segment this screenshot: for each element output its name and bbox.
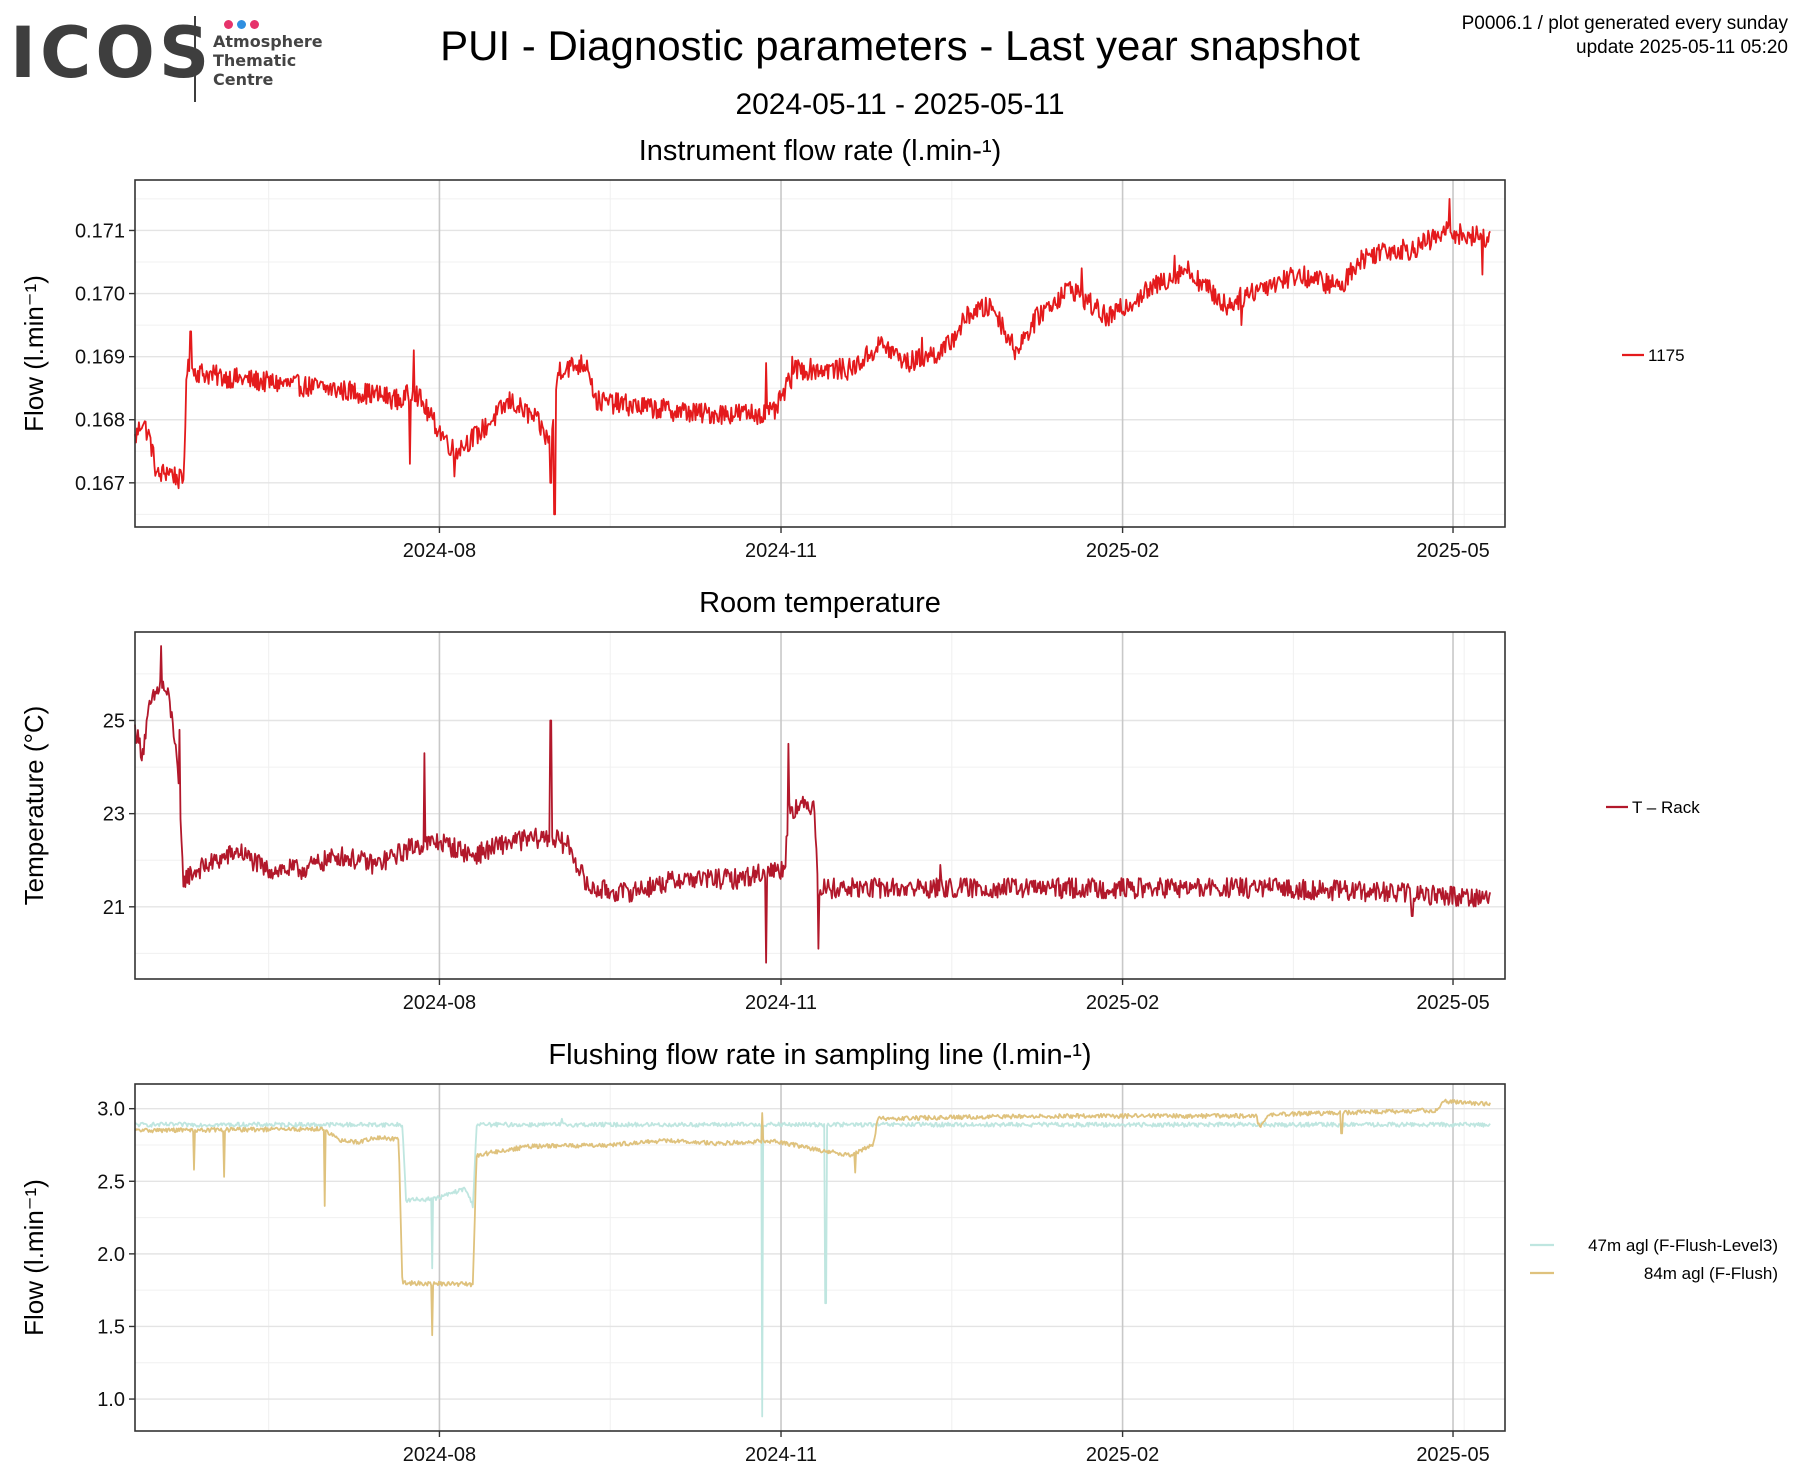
x-tick-label: 2025-02 xyxy=(1086,1444,1159,1466)
plot-info: P0006.1 / plot generated every sunday up… xyxy=(1462,12,1788,60)
logo-dot xyxy=(237,20,246,29)
y-tick-label: 2.5 xyxy=(97,1171,125,1193)
y-tick-label: 21 xyxy=(103,897,125,919)
chart-title: Flushing flow rate in sampling line (l.m… xyxy=(548,1039,1091,1071)
x-tick-label: 2025-02 xyxy=(1086,992,1159,1014)
y-tick-label: 0.170 xyxy=(75,284,125,306)
icos-logo: ICOS Atmosphere Thematic Centre xyxy=(10,14,330,104)
y-tick-label: 3.0 xyxy=(97,1099,125,1121)
date-range: 2024-05-11 - 2025-05-11 xyxy=(735,88,1065,121)
chart-panel-3: Flushing flow rate in sampling line (l.m… xyxy=(19,1039,1778,1466)
logo-wordmark: ICOS xyxy=(10,12,214,94)
series-line-1 xyxy=(134,198,1491,516)
plot-frame xyxy=(134,1083,1506,1432)
update-line: update 2025-05-11 05:20 xyxy=(1576,37,1788,58)
logo-line-2: Thematic xyxy=(213,51,297,70)
y-tick-label: 25 xyxy=(103,710,125,732)
y-tick-label: 0.168 xyxy=(75,410,125,432)
chart-title: Instrument flow rate (l.min-¹) xyxy=(639,135,1002,167)
x-tick-label: 2025-05 xyxy=(1416,540,1489,562)
series-line-1 xyxy=(134,1117,1491,1418)
product-line: P0006.1 / plot generated every sunday xyxy=(1461,13,1788,34)
plot-frame xyxy=(134,631,1506,980)
logo-line-3: Centre xyxy=(213,70,274,89)
x-tick-label: 2025-05 xyxy=(1416,992,1489,1014)
x-tick-label: 2025-05 xyxy=(1416,1444,1489,1466)
x-tick-label: 2024-11 xyxy=(745,540,817,562)
x-tick-label: 2024-11 xyxy=(745,1444,817,1466)
x-tick-label: 2024-08 xyxy=(403,1444,476,1466)
y-tick-label: 0.169 xyxy=(75,347,125,369)
x-tick-label: 2024-08 xyxy=(403,992,476,1014)
legend-label: T – Rack xyxy=(1632,798,1700,817)
logo-line-1: Atmosphere xyxy=(213,32,323,51)
logo-dot xyxy=(250,20,259,29)
y-tick-label: 0.171 xyxy=(75,220,125,242)
chart-panel-1: Instrument flow rate (l.min-¹) 1175 0.167 0… xyxy=(19,135,1685,562)
logo-divider xyxy=(194,16,196,102)
logo-dot xyxy=(224,20,233,29)
plot-area xyxy=(135,180,1505,527)
plot-frame xyxy=(134,179,1506,528)
y-tick-label: 1.5 xyxy=(97,1316,125,1338)
logo-dots xyxy=(224,16,264,29)
series-line-1 xyxy=(134,645,1491,964)
x-tick-label: 2024-11 xyxy=(745,992,817,1014)
y-tick-label: 23 xyxy=(103,804,125,826)
series-line-2 xyxy=(134,1098,1491,1337)
plot-area xyxy=(135,632,1505,979)
legend-label: 47m agl (F-Flush-Level3) xyxy=(1588,1236,1778,1255)
y-tick-label: 2.0 xyxy=(97,1244,125,1266)
page-title: PUI - Diagnostic parameters - Last year … xyxy=(440,22,1360,69)
chart-panel-2: Room temperature T – Rack 21 23 25 2024-08 202… xyxy=(19,587,1700,1014)
x-tick-label: 2025-02 xyxy=(1086,540,1159,562)
y-tick-label: 1.0 xyxy=(97,1389,125,1411)
y-axis-label: Flow (l.min⁻¹) xyxy=(19,275,49,432)
logo-tagline: Atmosphere Thematic Centre xyxy=(213,32,323,89)
y-axis-label: Temperature (°C) xyxy=(19,706,49,906)
y-axis-label: Flow (l.min⁻¹) xyxy=(19,1179,49,1336)
plot-area xyxy=(135,1084,1505,1431)
x-tick-label: 2024-08 xyxy=(403,540,476,562)
legend-label: 1175 xyxy=(1648,346,1685,365)
chart-title: Room temperature xyxy=(699,587,941,619)
y-tick-label: 0.167 xyxy=(75,473,125,495)
legend-label: 84m agl (F-Flush) xyxy=(1644,1264,1778,1283)
